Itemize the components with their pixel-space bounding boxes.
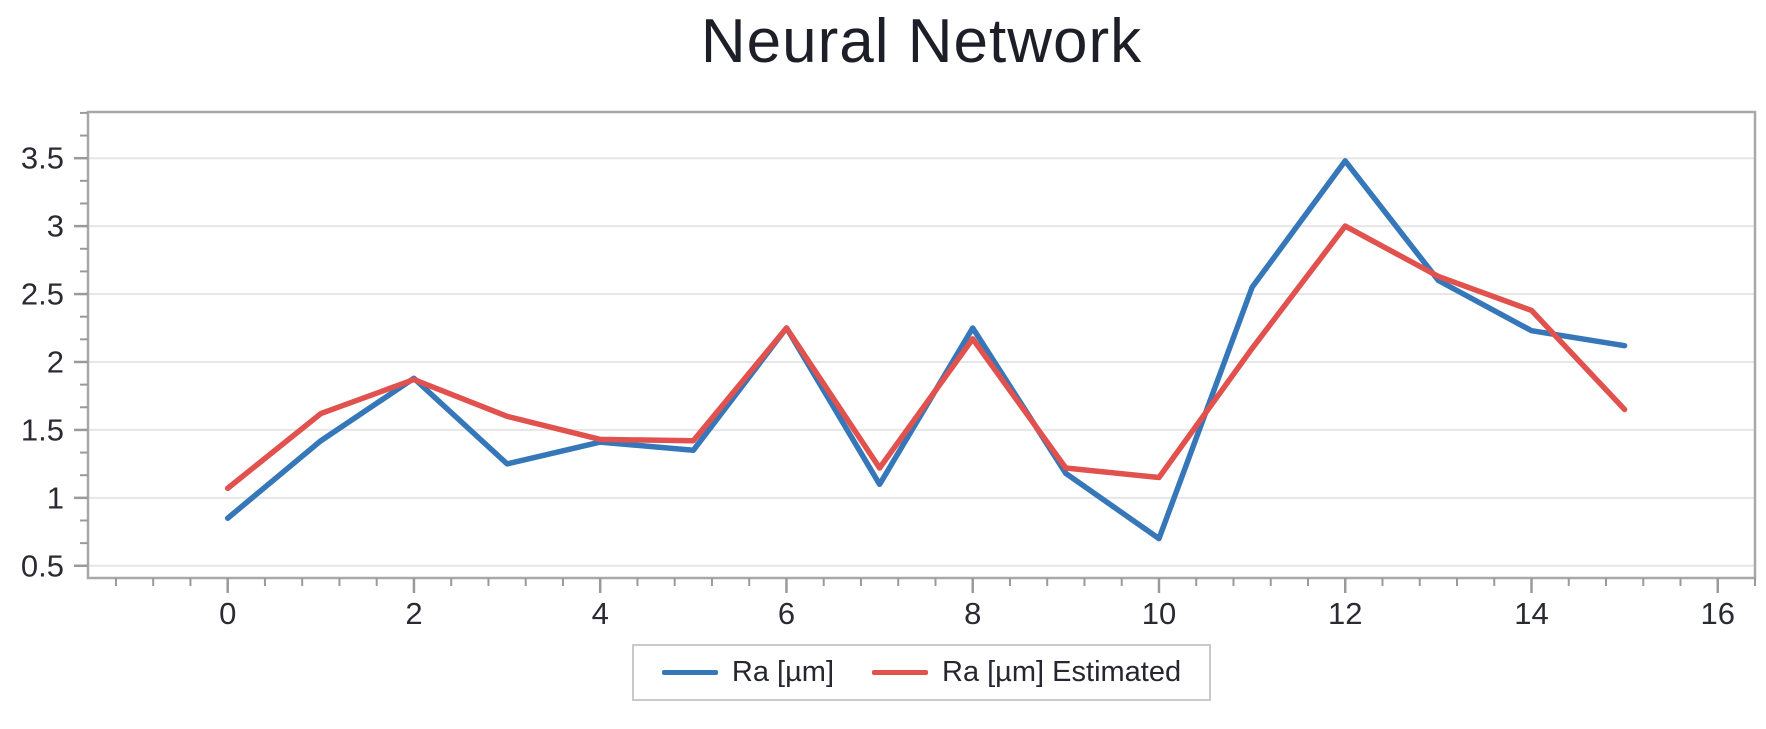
y-tick-label: 1.5 — [21, 412, 64, 447]
legend: Ra [µm] Ra [µm] Estimated — [88, 644, 1755, 701]
y-tick-label: 2.5 — [21, 277, 64, 312]
series-line-ra-estimated — [224, 223, 1628, 492]
series-line-ra — [224, 158, 1628, 542]
x-tick-label: 16 — [1701, 596, 1735, 631]
legend-swatch-ra-line — [661, 670, 718, 675]
legend-label-ra: Ra [µm] — [731, 656, 834, 688]
y-tick-label: 3 — [47, 209, 64, 244]
x-tick-label: 10 — [1142, 596, 1176, 631]
x-tick-label: 12 — [1328, 596, 1362, 631]
y-tick-label: 2 — [47, 344, 64, 379]
y-tick-label: 3.5 — [21, 141, 64, 176]
legend-swatch-ra-estimated-line — [872, 670, 928, 675]
x-tick-label: 4 — [592, 596, 609, 631]
x-tick-label: 0 — [219, 596, 236, 631]
legend-item-ra: Ra [µm] — [661, 656, 834, 689]
x-tick-label: 2 — [405, 596, 422, 631]
x-tick-label: 14 — [1514, 596, 1548, 631]
legend-label-ra-estimated: Ra [µm] Estimated — [942, 656, 1182, 688]
x-tick-label: 8 — [964, 596, 981, 631]
chart-title: Neural Network — [700, 7, 1143, 76]
y-tick-label: 0.5 — [21, 548, 64, 583]
plot-frame — [86, 110, 1757, 580]
x-tick-label: 6 — [778, 596, 795, 631]
legend-item-ra-estimated: Ra [µm] Estimated — [872, 656, 1181, 689]
legend-box: Ra [µm] Ra [µm] Estimated — [631, 644, 1212, 701]
y-tick-label: 1 — [47, 480, 64, 515]
